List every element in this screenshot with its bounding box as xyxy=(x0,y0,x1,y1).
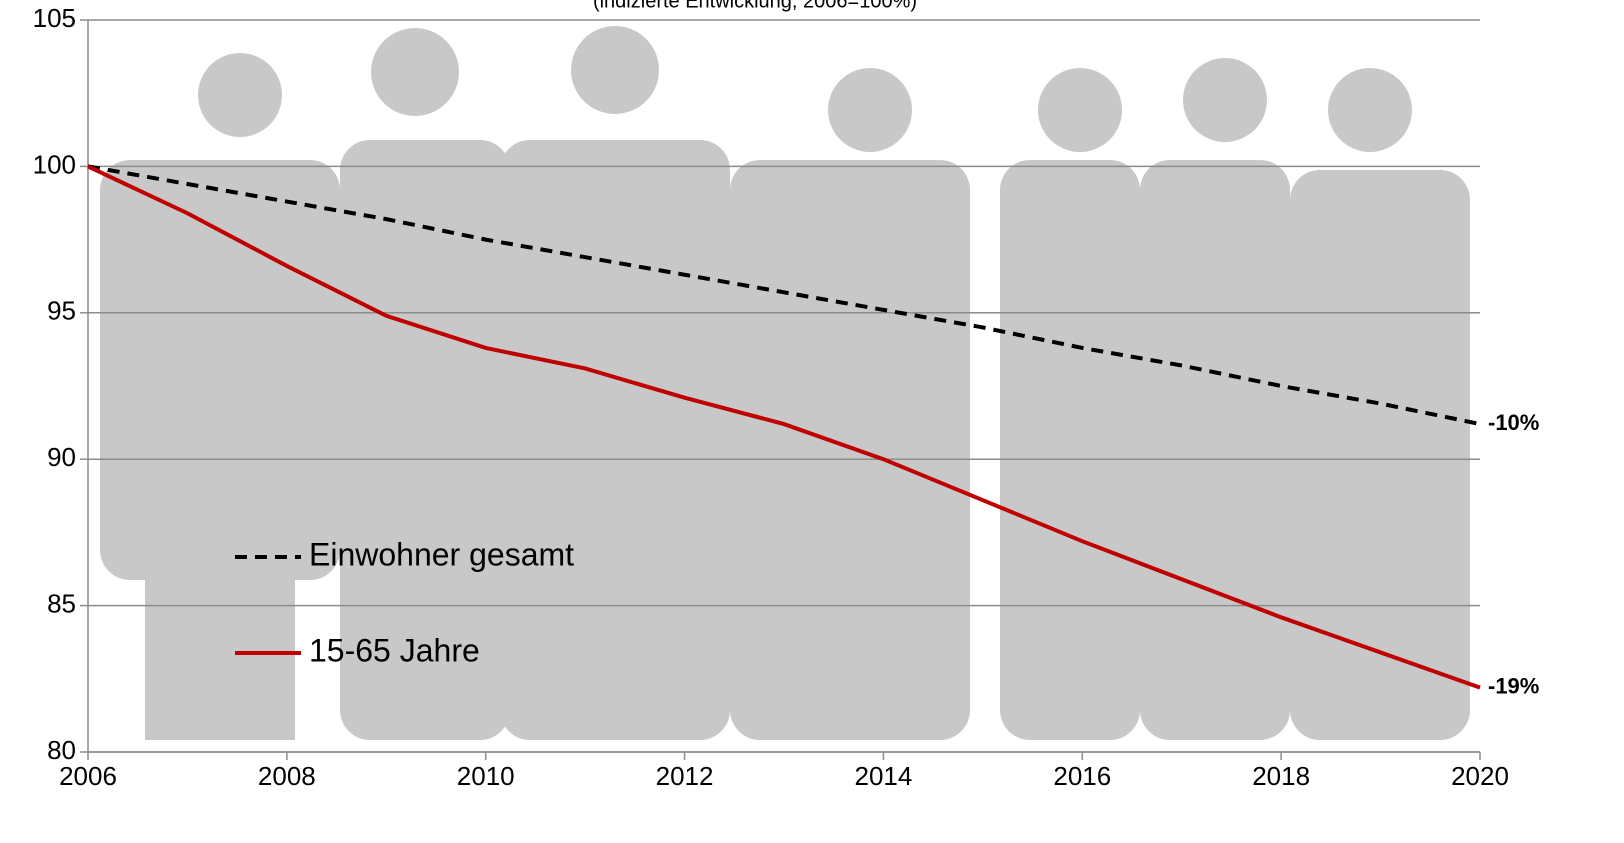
legend-label: Einwohner gesamt xyxy=(309,536,574,572)
x-tick-label: 2018 xyxy=(1252,761,1310,791)
series-line xyxy=(87,164,1481,427)
y-tick-label: 105 xyxy=(33,3,76,33)
y-tick-label: 100 xyxy=(33,149,76,179)
x-tick-label: 2012 xyxy=(656,761,714,791)
legend-label: 15-65 Jahre xyxy=(309,632,480,668)
series-line xyxy=(87,164,1481,690)
x-tick-label: 2014 xyxy=(855,761,913,791)
chart-subtitle: (indizierte Entwicklung, 2006=100%) xyxy=(593,0,917,12)
end-label: -10% xyxy=(1488,410,1539,435)
background-silhouettes xyxy=(100,26,1470,740)
x-tick-label: 2010 xyxy=(457,761,515,791)
y-tick-label: 90 xyxy=(47,442,76,472)
end-label: -19% xyxy=(1488,673,1539,698)
y-tick-label: 80 xyxy=(47,735,76,765)
y-tick-label: 85 xyxy=(47,588,76,618)
x-tick-label: 2008 xyxy=(258,761,316,791)
x-tick-label: 2020 xyxy=(1451,761,1509,791)
x-tick-label: 2016 xyxy=(1053,761,1111,791)
x-tick-label: 2006 xyxy=(59,761,117,791)
y-tick-label: 95 xyxy=(47,296,76,326)
